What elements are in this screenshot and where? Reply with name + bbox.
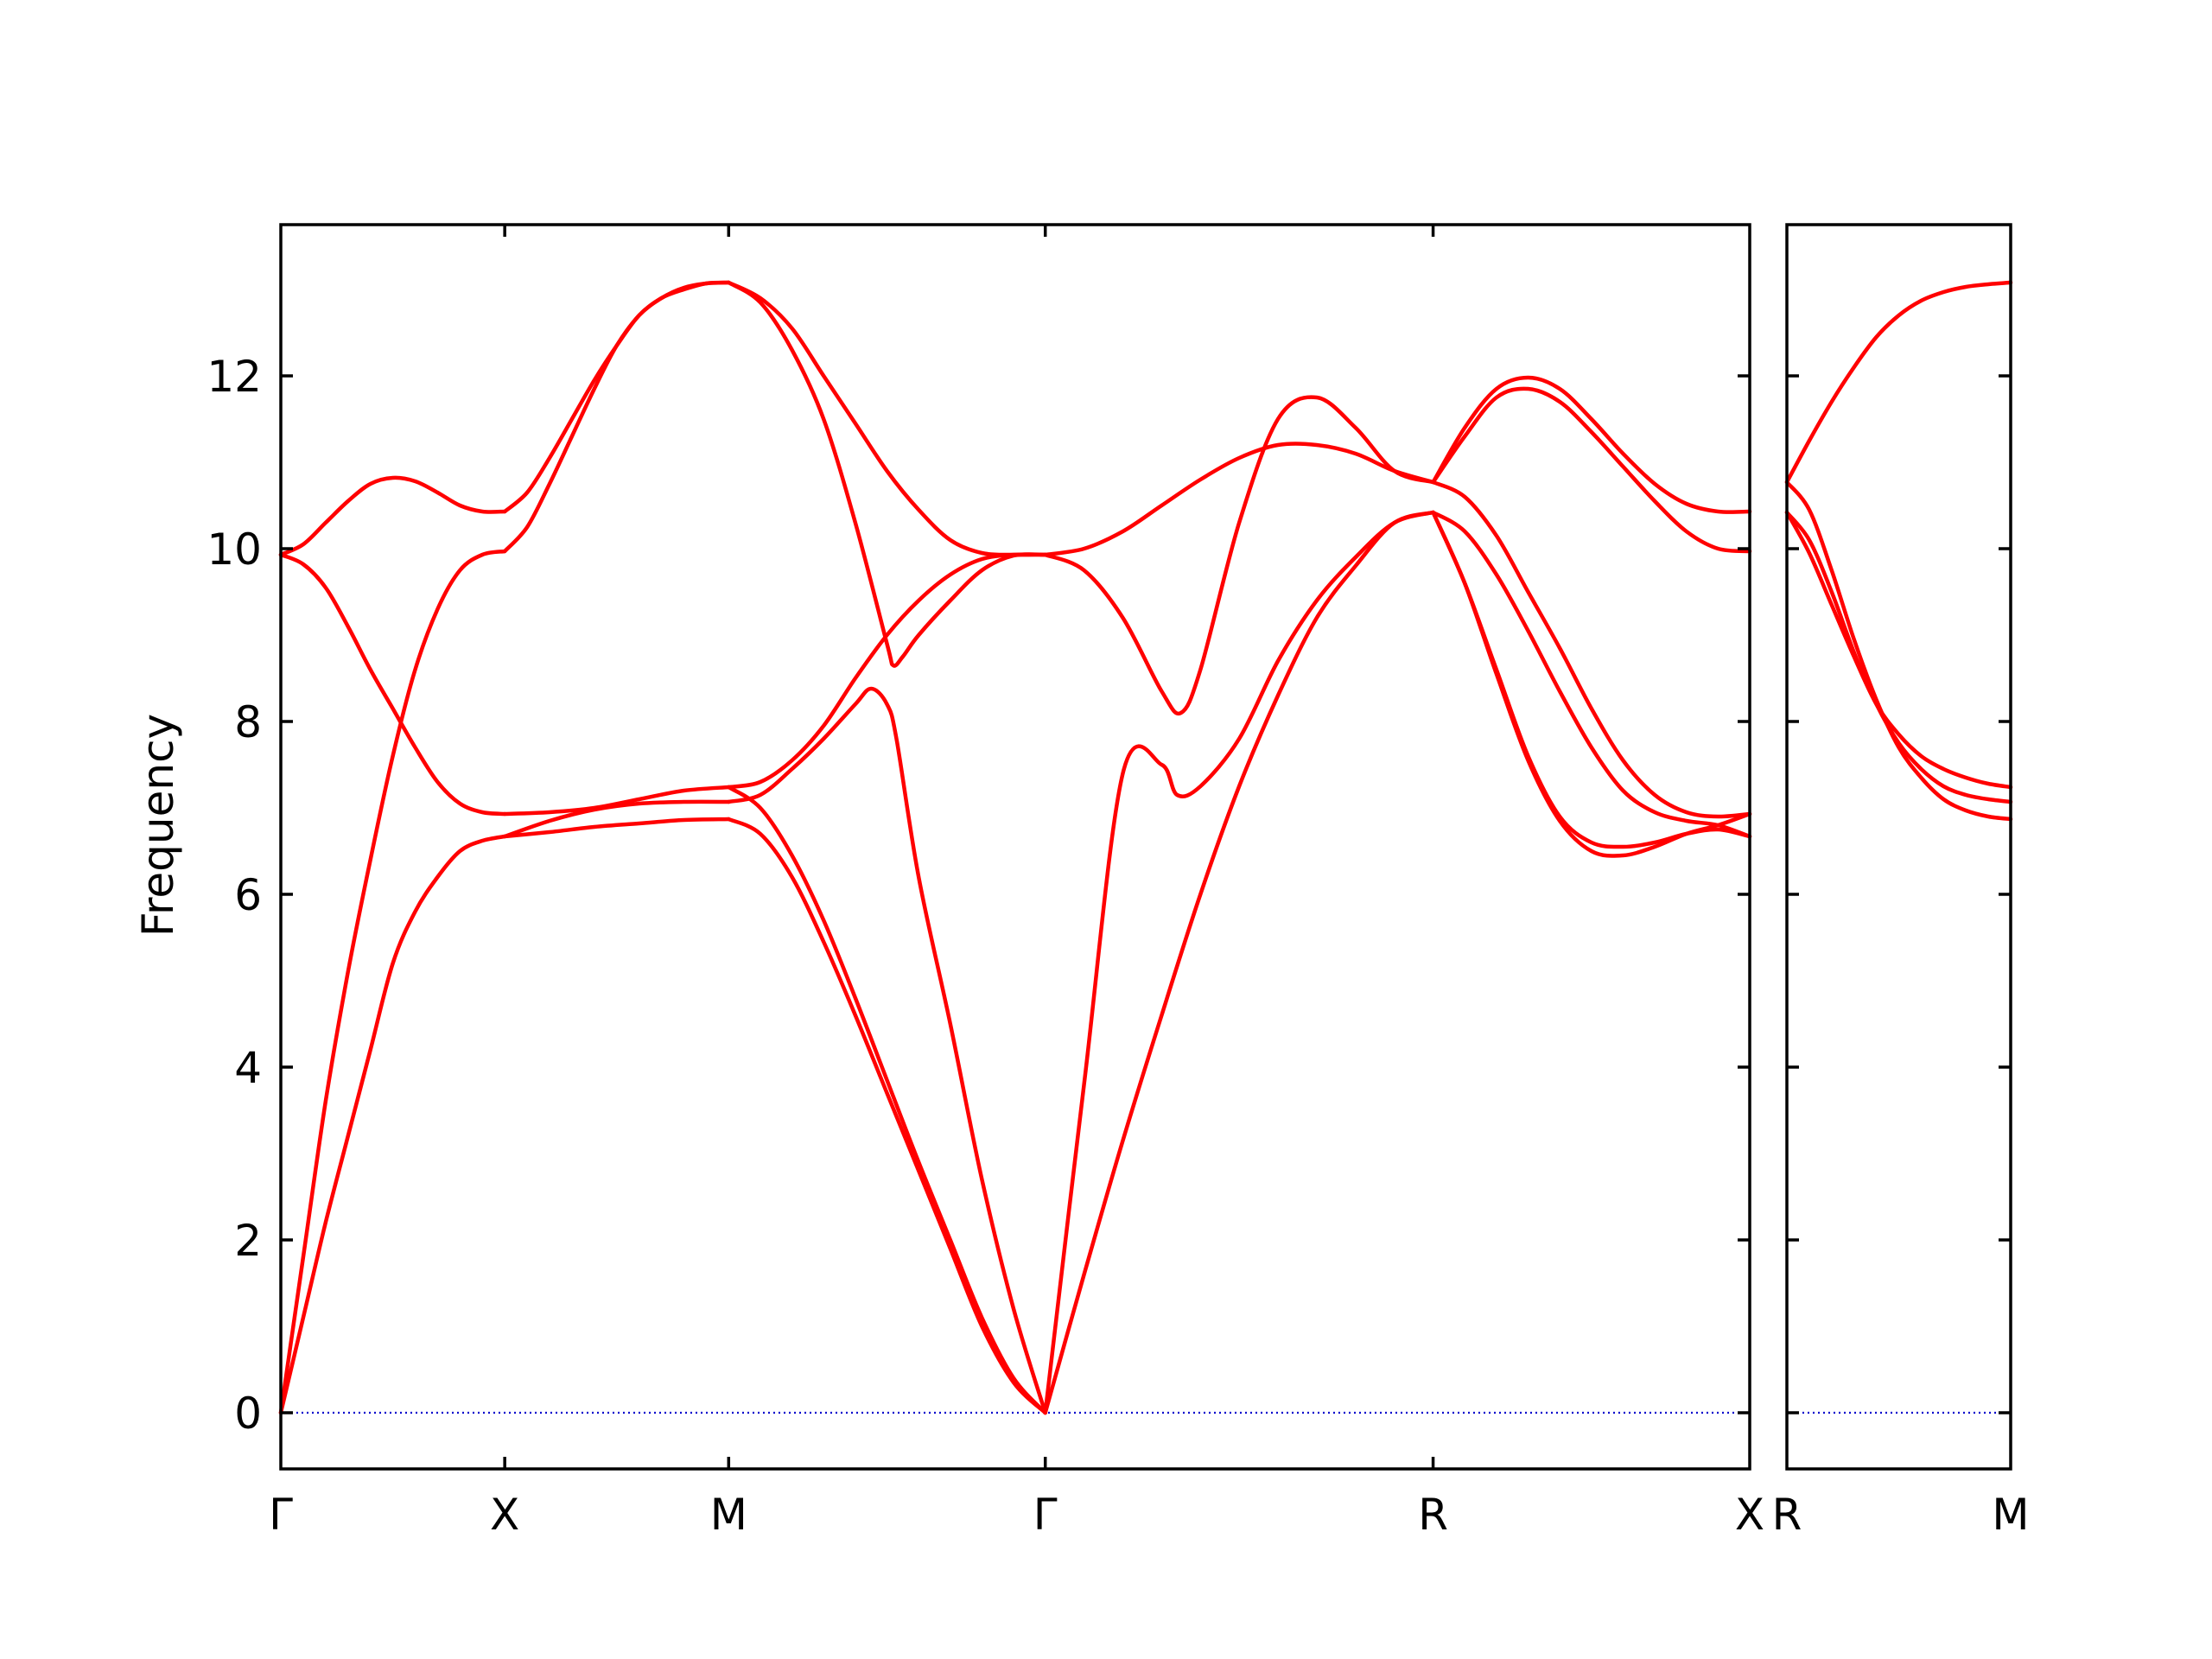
band-M-Γ-5	[727, 280, 1047, 668]
band-R-M-3	[1784, 480, 2013, 822]
band-R-M-2	[1784, 510, 2013, 804]
x-tick-label: M	[1992, 1490, 2029, 1540]
plot-frame	[279, 223, 1751, 1471]
band-X-M-5	[502, 280, 731, 514]
band-R-X-5	[1431, 386, 1752, 554]
band-Γ-R-1	[1043, 510, 1435, 1415]
x-tick-label: R	[1418, 1490, 1448, 1540]
band-Γ-X-4	[278, 475, 507, 557]
band-M-Γ-3	[727, 686, 1047, 1415]
y-tick-label: 6	[234, 870, 262, 920]
x-tick-label: X	[490, 1490, 519, 1540]
y-axis-label: Frequency	[133, 714, 183, 937]
y-tick-label: 2	[234, 1216, 262, 1266]
band-X-M-4	[502, 280, 731, 554]
y-tick-label: 4	[234, 1043, 262, 1093]
x-tick-label: X	[1735, 1490, 1764, 1540]
band-X-M-2	[502, 799, 731, 839]
y-tick-label: 10	[207, 524, 262, 575]
band-Γ-X-1	[278, 834, 507, 1415]
band-R-X-3	[1431, 510, 1752, 839]
band-M-Γ-4	[727, 552, 1047, 790]
band-Γ-X-2	[278, 549, 507, 1415]
band-R-X-6	[1431, 375, 1752, 514]
band-R-M-1	[1784, 510, 2013, 790]
x-tick-label: M	[710, 1490, 747, 1540]
band-Γ-R-3	[1043, 395, 1435, 716]
band-R-X-1	[1431, 510, 1752, 858]
band-Γ-R-2	[1043, 510, 1435, 1415]
band-M-Γ-6	[727, 280, 1047, 557]
panel-1: 0 2 4 6 8 10 12 Γ X M Γ R X	[207, 223, 1764, 1540]
y-tick-label: 12	[207, 352, 262, 402]
band-Γ-X-3	[278, 552, 507, 817]
band-M-Γ-1	[727, 817, 1047, 1415]
y-tick-label: 8	[234, 697, 262, 747]
x-tick-label: Γ	[269, 1490, 293, 1540]
band-M-Γ-2	[727, 785, 1047, 1415]
x-tick-label: Γ	[1033, 1490, 1058, 1540]
band-R-X-4	[1431, 480, 1752, 819]
band-R-X-2	[1431, 510, 1752, 849]
band-Γ-R-4	[1043, 442, 1435, 557]
band-R-M-4	[1784, 280, 2013, 485]
band-X-M-3	[502, 785, 731, 817]
y-tick-label: 0	[234, 1389, 262, 1439]
plot-frame	[1785, 223, 2012, 1471]
band-X-M-1	[502, 817, 731, 839]
x-tick-label: R	[1772, 1490, 1802, 1540]
